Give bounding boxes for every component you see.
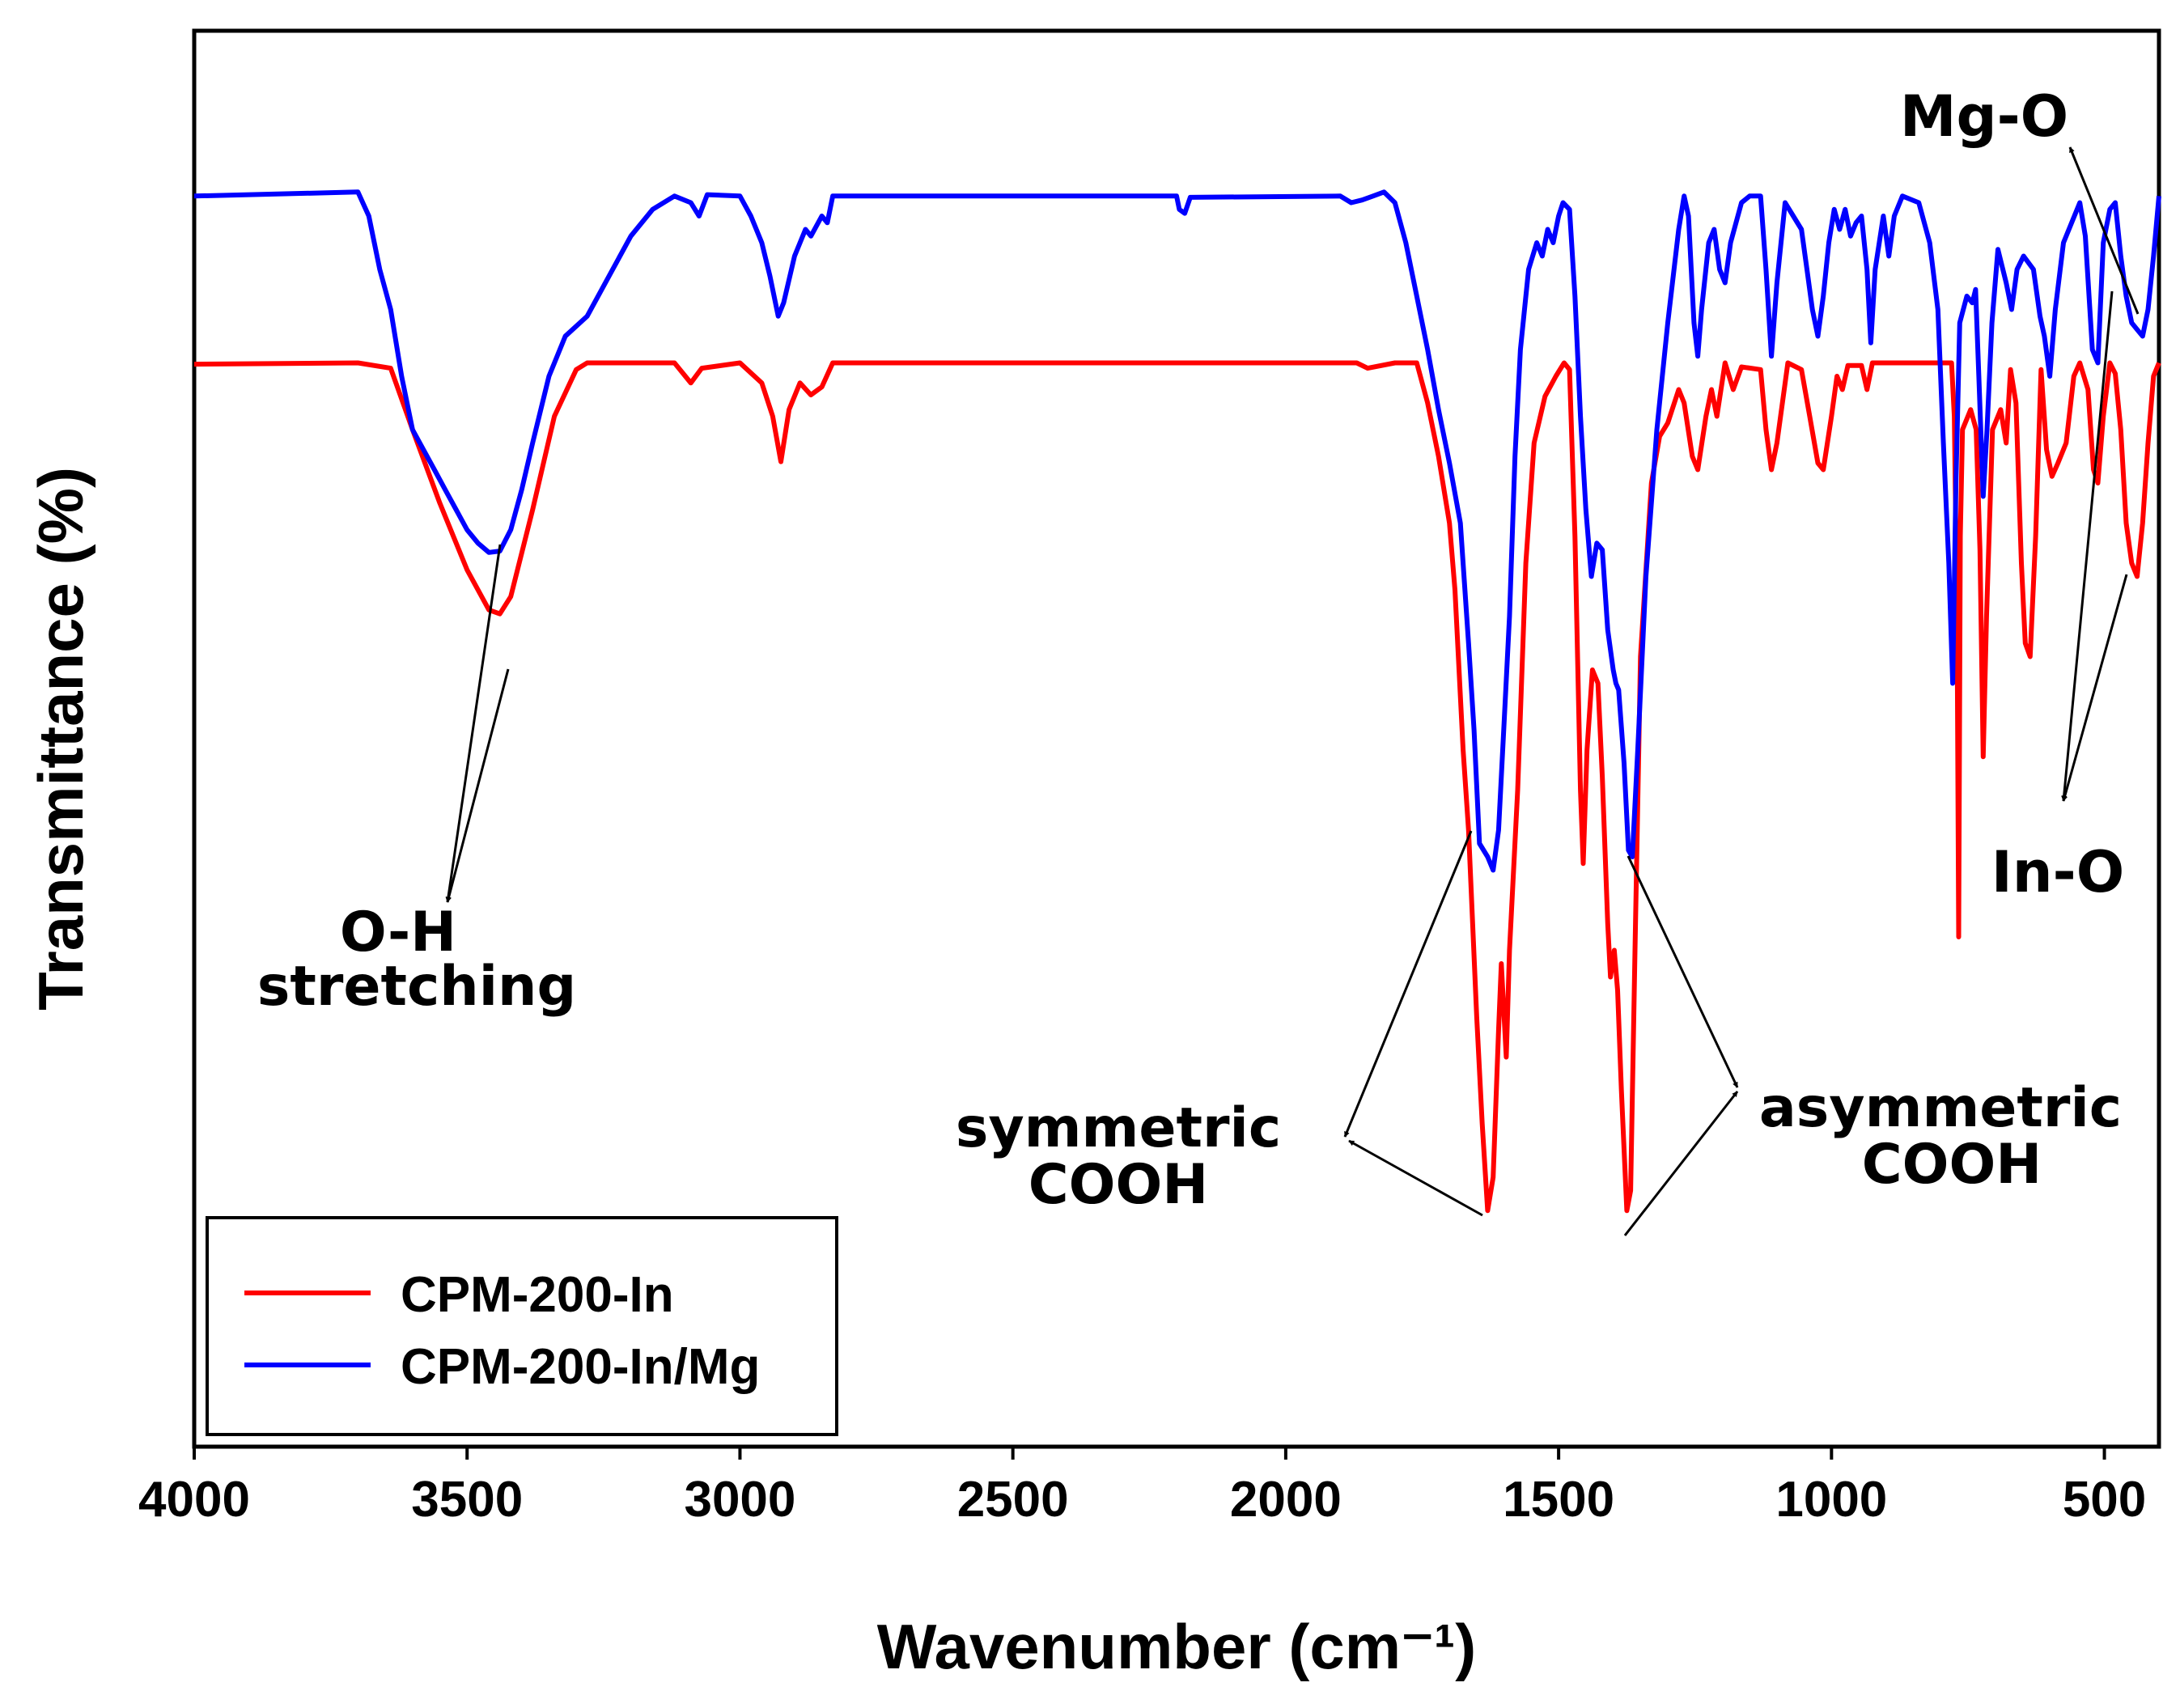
annotation-sym-line2: COOH — [1029, 1153, 1208, 1217]
legend-box — [206, 1216, 838, 1436]
x-tick-label: 3000 — [684, 1472, 795, 1528]
annotation-asymmetric-cooh: asymmetric COOH — [1623, 855, 2122, 1236]
arrow-ino-2 — [2062, 574, 2128, 802]
legend-label-cpm-200-in: CPM-200-In — [401, 1267, 674, 1323]
x-axis-label: Wavenumber (cm⁻¹) — [877, 1611, 1476, 1682]
annotation-sym-line1: symmetric — [956, 1096, 1281, 1160]
annotation-oh-stretching: O-H stretching — [257, 544, 576, 1019]
arrow-oh-2 — [446, 668, 510, 903]
x-tick-label: 2500 — [957, 1472, 1069, 1528]
x-tick-label: 500 — [2063, 1472, 2146, 1528]
annotation-symmetric-cooh: symmetric COOH — [956, 830, 1483, 1217]
legend-label-cpm-200-in-mg: CPM-200-In/Mg — [401, 1339, 760, 1395]
arrow-mgo — [2068, 146, 2140, 315]
arrow-ino-1 — [2061, 290, 2114, 802]
annotation-mgo-label: Mg-O — [1900, 83, 2068, 150]
arrow-sym-2 — [1348, 1139, 1483, 1217]
series-line-cpm-200-in — [193, 360, 2161, 1214]
annotation-in-o: In-O — [1991, 290, 2128, 905]
y-axis-label: Transmittance (%) — [25, 467, 96, 1011]
x-tick-label: 1500 — [1503, 1472, 1614, 1528]
series-group — [193, 189, 2161, 1214]
series-line-cpm-200-in-mg — [193, 189, 2161, 873]
arrow-sym-1 — [1343, 830, 1473, 1138]
x-tick-label: 2000 — [1230, 1472, 1342, 1528]
legend: CPM-200-In CPM-200-In/Mg — [206, 1216, 838, 1436]
arrow-asym-1 — [1627, 855, 1739, 1088]
annotation-oh-line2: stretching — [257, 955, 576, 1019]
annotation-asym-line2: COOH — [1862, 1133, 2042, 1197]
arrow-oh-1 — [445, 544, 502, 903]
annotation-asym-line1: asymmetric — [1759, 1076, 2122, 1140]
annotation-oh-line1: O-H — [340, 901, 456, 964]
annotations: O-H stretching symmetric COOH asymmetric… — [257, 83, 2140, 1236]
x-axis-ticks: 4000 3500 3000 2500 2000 1500 1000 500 — [138, 1447, 2146, 1528]
annotation-mg-o: Mg-O — [1900, 83, 2140, 315]
x-tick-label: 3500 — [411, 1472, 523, 1528]
x-tick-label: 4000 — [138, 1472, 250, 1528]
arrow-asym-2 — [1623, 1091, 1739, 1236]
plot-frame — [192, 28, 2161, 1449]
annotation-ino-label: In-O — [1991, 839, 2124, 905]
x-tick-label: 1000 — [1775, 1472, 1887, 1528]
